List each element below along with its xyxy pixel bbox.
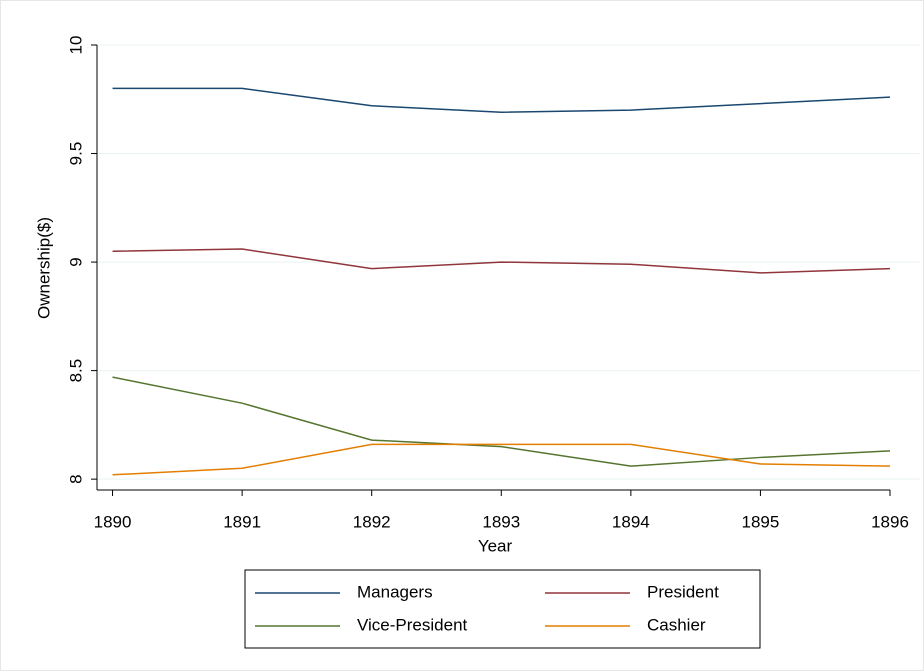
legend-label: Vice-President <box>357 615 468 634</box>
x-axis-title: Year <box>478 536 513 555</box>
legend-label: President <box>647 582 719 601</box>
series-line <box>112 87 891 114</box>
x-tick-label: 1894 <box>612 512 650 531</box>
x-tick-label: 1891 <box>223 512 261 531</box>
y-axis-title: Ownership($) <box>34 217 53 319</box>
x-tick-label: 1890 <box>94 512 132 531</box>
y-tick-label: 8 <box>66 474 85 483</box>
legend-label: Cashier <box>647 615 706 634</box>
series-line <box>112 443 891 476</box>
series-line <box>112 248 891 274</box>
legend-label: Managers <box>357 582 433 601</box>
x-tick-label: 1896 <box>871 512 909 531</box>
y-tick-label: 8.5 <box>66 359 85 383</box>
y-tick-label: 9 <box>66 257 85 266</box>
y-tick-label: 9.5 <box>66 142 85 166</box>
series-line <box>112 376 891 467</box>
x-tick-label: 1893 <box>482 512 520 531</box>
y-tick-label: 10 <box>66 36 85 55</box>
x-tick-label: 1895 <box>742 512 780 531</box>
x-tick-label: 1892 <box>353 512 391 531</box>
legend-box <box>244 569 761 649</box>
